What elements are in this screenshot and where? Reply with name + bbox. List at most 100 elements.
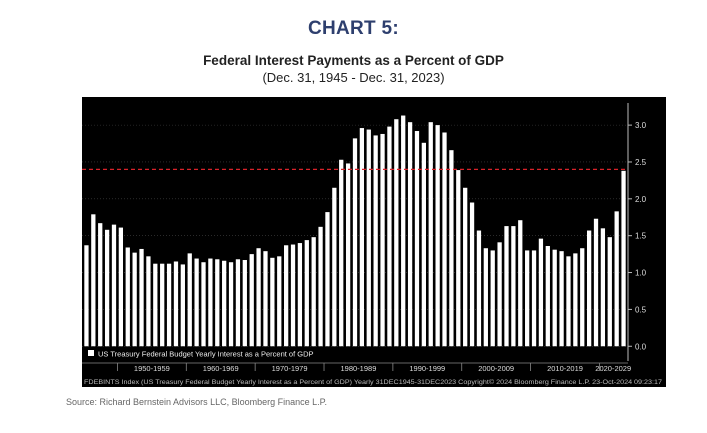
- x-tick-label: 2010-2019: [547, 364, 583, 373]
- bar: [497, 242, 502, 347]
- bar: [345, 163, 351, 347]
- y-tick-label: 3.0: [635, 121, 647, 130]
- bar: [228, 262, 234, 347]
- bar: [290, 244, 296, 347]
- bar: [180, 264, 185, 347]
- y-tick-label: 2.5: [635, 158, 647, 167]
- bar: [208, 258, 213, 347]
- bar: [504, 226, 509, 347]
- bar: [421, 142, 426, 347]
- bar: [166, 263, 172, 347]
- bar: [414, 131, 420, 347]
- chart-panel: 0.0 0.5 1.0 1.5 2.0 2.5 3.0 1950-1959 1960-1969…: [82, 97, 666, 387]
- bar: [607, 237, 612, 347]
- bar: [304, 240, 309, 347]
- bar: [463, 187, 468, 347]
- bar: [139, 248, 144, 347]
- bar: [580, 248, 585, 347]
- bar: [511, 226, 516, 347]
- bar: [270, 257, 275, 347]
- bar: [559, 251, 564, 347]
- y-tick-label: 0.5: [635, 305, 647, 314]
- bar: [132, 252, 137, 347]
- chart-title: Federal Interest Payments as a Percent o…: [203, 53, 504, 68]
- bar: [476, 230, 482, 347]
- bar: [552, 249, 557, 347]
- y-tick-label: 1.5: [635, 232, 647, 241]
- bar: [277, 256, 282, 347]
- bar-chart: 0.0 0.5 1.0 1.5 2.0 2.5 3.0 1950-1959 1960-1969…: [82, 103, 663, 386]
- bar: [311, 237, 316, 347]
- x-axis: 1950-1959 1960-1969 1970-1979 1980-1989 1990…: [82, 362, 631, 373]
- bar: [332, 187, 337, 347]
- bar: [235, 259, 241, 347]
- bar: [600, 228, 606, 347]
- x-tick-label: 1970-1979: [272, 364, 308, 373]
- bar: [380, 133, 385, 347]
- bar: [263, 251, 268, 347]
- bar: [586, 230, 592, 347]
- x-tick-label: 1950-1959: [134, 364, 170, 373]
- x-tick-label: 1990-1999: [409, 364, 445, 373]
- x-tick-label: 2020-2029: [595, 364, 631, 373]
- bar: [387, 126, 392, 347]
- bar: [407, 122, 413, 347]
- bar: [153, 263, 158, 347]
- y-tick-label: 1.0: [635, 269, 647, 278]
- bar: [118, 227, 124, 347]
- legend: US Treasury Federal Budget Yearly Intere…: [88, 350, 314, 359]
- bar: [538, 238, 544, 347]
- bar: [566, 256, 571, 347]
- bar: [373, 135, 378, 347]
- x-tick-label: 1960-1969: [203, 364, 239, 373]
- bar: [201, 262, 206, 347]
- bar: [215, 259, 220, 347]
- bar: [401, 115, 406, 347]
- y-tick-label: 2.0: [635, 195, 647, 204]
- bar: [621, 170, 626, 347]
- bar: [593, 218, 599, 347]
- bar: [531, 250, 537, 347]
- x-tick-label: 1980-1989: [341, 364, 377, 373]
- bar: [297, 243, 303, 347]
- bar: [104, 229, 110, 347]
- bar: [249, 254, 254, 347]
- bar: [428, 122, 433, 347]
- source-note: Source: Richard Bernstein Advisors LLC, …: [66, 397, 327, 407]
- y-axis: 0.0 0.5 1.0 1.5 2.0 2.5 3.0: [627, 103, 647, 361]
- bars: [84, 115, 626, 347]
- bar: [160, 263, 165, 347]
- bar: [442, 132, 447, 347]
- bar: [469, 202, 475, 347]
- bar: [146, 256, 151, 347]
- x-tick-label: 2000-2009: [478, 364, 514, 373]
- bar: [256, 248, 261, 347]
- bar: [242, 260, 247, 347]
- bar: [456, 170, 461, 347]
- bar: [483, 248, 488, 347]
- chart-heading: CHART 5:: [307, 18, 400, 39]
- bar: [525, 250, 530, 347]
- bar: [490, 250, 495, 347]
- bar: [545, 246, 550, 347]
- bar: [91, 214, 96, 347]
- bar: [194, 258, 199, 347]
- legend-label: US Treasury Federal Budget Yearly Intere…: [98, 350, 314, 359]
- bar: [614, 211, 619, 347]
- bar: [173, 261, 179, 347]
- y-tick-label: 0.0: [635, 342, 647, 351]
- chart-subtitle: (Dec. 31, 1945 - Dec. 31, 2023): [262, 70, 445, 85]
- chart-footer-text: FDEBINTS Index (US Treasury Federal Budg…: [84, 379, 663, 386]
- bar: [318, 226, 323, 347]
- bar: [84, 245, 89, 347]
- bar: [435, 125, 440, 347]
- bar: [111, 224, 117, 347]
- bar: [449, 150, 454, 347]
- bar: [366, 129, 371, 347]
- bar: [125, 247, 130, 347]
- bar: [573, 253, 578, 347]
- bar: [394, 119, 399, 347]
- bar: [284, 245, 289, 347]
- legend-swatch: [88, 350, 94, 356]
- bar: [98, 223, 103, 347]
